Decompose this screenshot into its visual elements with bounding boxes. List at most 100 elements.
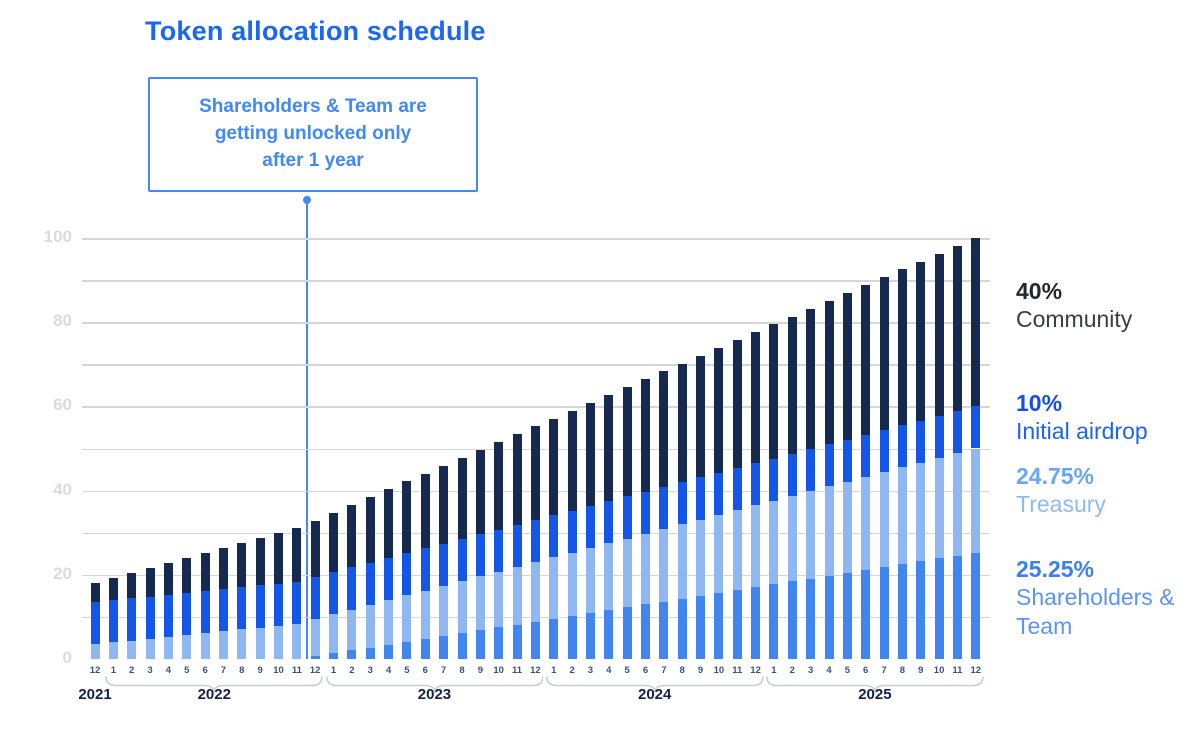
- month-label-48: 12: [970, 665, 982, 676]
- bar-7-initial-airdrop: [218, 589, 228, 632]
- bar-30-community: [641, 379, 650, 492]
- bar-35-shareholders-team: [732, 590, 742, 659]
- bar-36-shareholders-team: [751, 587, 761, 659]
- bar-25-treasury: [549, 557, 559, 619]
- bar-5-initial-airdrop: [182, 592, 192, 635]
- bar-40-shareholders-team: [824, 575, 834, 659]
- bar-47-treasury: [952, 453, 962, 556]
- bar-27-shareholders-team: [585, 613, 595, 659]
- bar-9-community: [255, 538, 265, 586]
- bar-43-initial-airdrop: [879, 430, 889, 473]
- legend-label-treasury: Treasury: [1016, 491, 1106, 517]
- bar-17-initial-airdrop: [402, 553, 412, 596]
- month-label-24: 12: [530, 665, 541, 676]
- bar-4-community: [163, 563, 173, 595]
- bar-23-community: [512, 434, 522, 525]
- bar-13-treasury: [329, 614, 339, 654]
- month-label-9: 9: [257, 665, 263, 676]
- bar-10-initial-airdrop: [274, 583, 283, 626]
- bar-23-shareholders-team: [512, 624, 522, 659]
- month-label-15: 3: [367, 665, 373, 676]
- bar-12-community: [310, 520, 320, 577]
- month-label-16: 4: [385, 665, 392, 676]
- annotation-pointer-line: [306, 203, 308, 659]
- bar-19-shareholders-team: [439, 636, 449, 659]
- bar-24-initial-airdrop: [530, 520, 540, 563]
- bar-20-shareholders-team: [457, 633, 467, 659]
- annotation-line-3: after 1 year: [262, 149, 364, 171]
- bar-44-initial-airdrop: [897, 425, 907, 468]
- bar-29-community: [622, 387, 632, 497]
- month-label-38: 2: [789, 665, 795, 676]
- bar-6-treasury: [200, 633, 210, 659]
- legend-pct-initial-airdrop: 10%: [1016, 390, 1063, 416]
- bar-11-initial-airdrop: [292, 581, 302, 624]
- month-label-4: 4: [165, 665, 172, 676]
- bar-33-community: [696, 355, 706, 478]
- bar-0-community: [90, 583, 100, 603]
- year-label-2025: 2025: [858, 686, 892, 703]
- bar-34-community: [714, 347, 724, 473]
- month-label-33: 9: [697, 665, 704, 676]
- month-label-34: 10: [713, 665, 725, 676]
- bar-38-initial-airdrop: [787, 453, 797, 496]
- month-label-47: 11: [952, 665, 963, 676]
- bar-41-initial-airdrop: [842, 439, 852, 482]
- year-brace-2024: [545, 676, 764, 693]
- bar-35-initial-airdrop: [732, 467, 742, 511]
- month-label-19: 7: [440, 665, 447, 676]
- bar-4-initial-airdrop: [163, 594, 173, 637]
- month-label-12: 12: [309, 665, 321, 676]
- bar-2-community: [127, 573, 137, 599]
- bar-6-community: [200, 553, 210, 591]
- bar-24-shareholders-team: [530, 621, 540, 659]
- annotation-line-1: Shareholders & Team are: [199, 96, 427, 118]
- legend-entry-community: 40% Community: [1016, 278, 1196, 334]
- month-label-41: 5: [844, 665, 850, 676]
- month-label-44: 8: [899, 665, 906, 676]
- bar-46-community: [934, 253, 944, 416]
- bar-0-initial-airdrop: [90, 602, 100, 645]
- bar-22-treasury: [494, 571, 504, 628]
- month-label-18: 6: [422, 665, 428, 676]
- y-tick-label-100: 100: [43, 227, 72, 246]
- bar-26-community: [567, 410, 577, 511]
- bar-47-community: [952, 245, 962, 412]
- bar-26-shareholders-team: [567, 615, 577, 659]
- bar-22-initial-airdrop: [494, 529, 504, 572]
- bar-26-treasury: [567, 552, 577, 616]
- bar-38-treasury: [787, 495, 797, 582]
- bar-38-community: [787, 316, 797, 454]
- bar-27-initial-airdrop: [585, 505, 595, 548]
- month-label-21: 9: [477, 665, 483, 676]
- bar-44-shareholders-team: [897, 564, 907, 659]
- bar-32-treasury: [677, 524, 687, 599]
- bar-16-initial-airdrop: [384, 558, 394, 601]
- bar-36-community: [751, 332, 761, 464]
- bar-18-initial-airdrop: [420, 548, 430, 591]
- bar-42-shareholders-team: [861, 569, 871, 659]
- bar-43-shareholders-team: [879, 567, 889, 659]
- month-label-28: 4: [606, 665, 612, 676]
- bar-32-community: [677, 363, 687, 483]
- bar-1-initial-airdrop: [108, 600, 118, 643]
- bar-18-treasury: [420, 590, 430, 639]
- bar-44-community: [897, 269, 907, 426]
- bar-42-treasury: [861, 476, 871, 570]
- bar-26-initial-airdrop: [567, 510, 577, 553]
- bar-34-treasury: [714, 514, 724, 593]
- month-label-17: 5: [404, 665, 410, 676]
- bar-47-initial-airdrop: [952, 411, 962, 454]
- chart-title: Token allocation schedule: [145, 16, 486, 46]
- bar-24-treasury: [530, 562, 540, 622]
- y-tick-label-40: 40: [53, 479, 72, 499]
- bar-20-treasury: [457, 581, 467, 634]
- bar-21-shareholders-team: [475, 630, 485, 659]
- month-label-7: 7: [220, 665, 227, 676]
- bar-7-treasury: [218, 631, 228, 659]
- bar-45-community: [916, 261, 926, 421]
- bar-36-treasury: [751, 505, 761, 588]
- bar-27-community: [585, 402, 595, 506]
- bar-19-treasury: [439, 585, 449, 636]
